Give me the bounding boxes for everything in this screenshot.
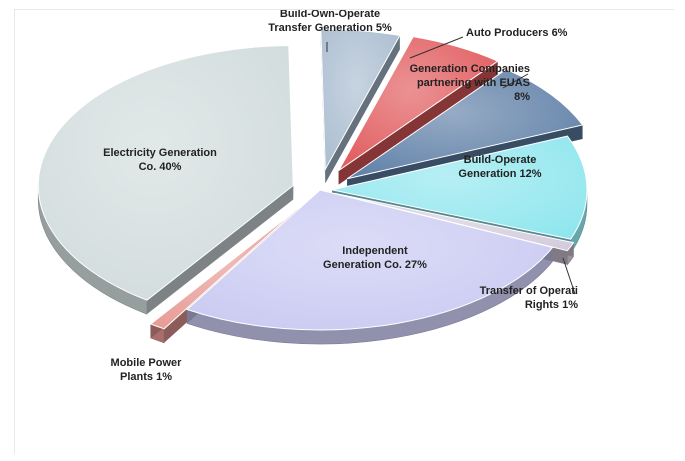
leader-line-gencos: [502, 73, 529, 89]
frame-left-line: [14, 9, 15, 454]
frame-top-line: [14, 9, 674, 10]
leader-line-tor: [562, 257, 576, 295]
slice-label-ipp: Independent Generation Co. 27%: [323, 245, 427, 271]
leader-line-auto: [409, 36, 464, 59]
slice-label-euas: Electricity Generation Co. 40%: [103, 147, 217, 173]
slice-label-gencos: Generation Companies partnering with EUAS…: [410, 63, 531, 103]
slice-mobile: [149, 208, 298, 330]
slice-label-tor: Transfer of Operati Rights 1%: [480, 285, 579, 311]
slice-euas: [37, 45, 294, 301]
slice-label-bot: Build-Own-Operate Transfer Generation 5%: [268, 8, 392, 34]
slice-gencos: [346, 68, 584, 180]
slice-label-bo: Build-Operate Generation 12%: [458, 154, 541, 180]
slice-tor: [334, 192, 575, 252]
slice-ipp: [186, 189, 554, 331]
slice-auto: [338, 36, 499, 171]
slice-bo: [331, 135, 588, 240]
slice-label-auto: Auto Producers 6%: [466, 27, 568, 39]
slice-bot: [320, 28, 401, 172]
slice-label-mobile: Mobile Power Plants 1%: [111, 357, 183, 383]
